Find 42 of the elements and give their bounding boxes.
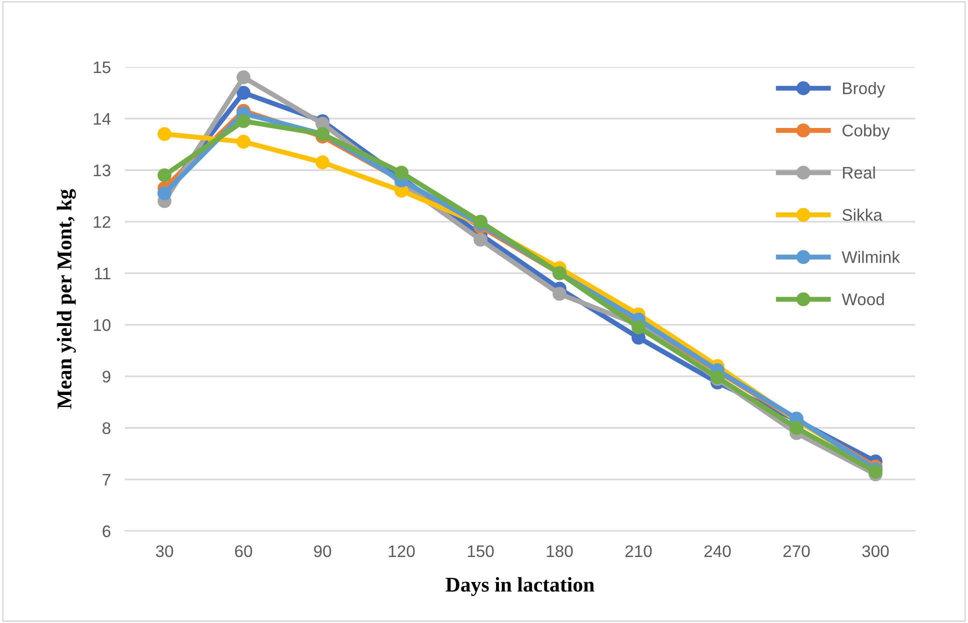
x-tick-label: 180 — [546, 545, 573, 558]
y-tick-label: 12 — [94, 216, 110, 228]
point — [236, 70, 250, 84]
x-axis-title: Days in lactation — [446, 577, 594, 596]
x-tick-label: 90 — [314, 545, 332, 558]
point — [474, 232, 488, 247]
point — [236, 114, 250, 128]
legend-label: Wilmink — [842, 250, 900, 263]
point — [236, 86, 250, 100]
point — [552, 286, 566, 301]
x-tick-label: 240 — [704, 545, 731, 558]
point — [394, 166, 408, 180]
y-tick-label: 10 — [94, 319, 110, 331]
point — [158, 127, 172, 141]
legend-label: Real — [843, 166, 875, 179]
y-tick-label: 6 — [102, 525, 110, 538]
y-tick-label: 8 — [102, 422, 110, 434]
y-tick-label: 14 — [94, 113, 111, 125]
point — [158, 168, 172, 182]
point — [316, 155, 330, 170]
x-tick-label: 270 — [783, 545, 810, 558]
x-tick-label: 150 — [468, 545, 494, 558]
point — [790, 420, 804, 435]
x-tick-label: 60 — [235, 545, 252, 558]
x-tick-label: 30 — [156, 545, 174, 558]
legend-label: Brody — [843, 82, 886, 98]
legend-label: Cobby — [842, 124, 890, 140]
y-tick-label: 11 — [95, 268, 110, 280]
y-tick-label: 15 — [94, 62, 110, 74]
point — [632, 320, 646, 334]
legend-label: Wood — [842, 293, 884, 306]
point — [236, 134, 250, 149]
y-tick-label: 9 — [102, 370, 110, 383]
y-tick-label: 7 — [102, 474, 110, 486]
x-tick-label: 300 — [862, 545, 889, 558]
x-tick-label: 120 — [388, 545, 415, 558]
y-tick-label: 13 — [94, 164, 110, 176]
y-axis-title: Mean yield per Mont, kg — [56, 189, 76, 409]
point — [868, 464, 882, 479]
point — [474, 214, 488, 229]
legend-label: Sikka — [842, 208, 882, 221]
x-tick-label: 210 — [625, 545, 652, 558]
